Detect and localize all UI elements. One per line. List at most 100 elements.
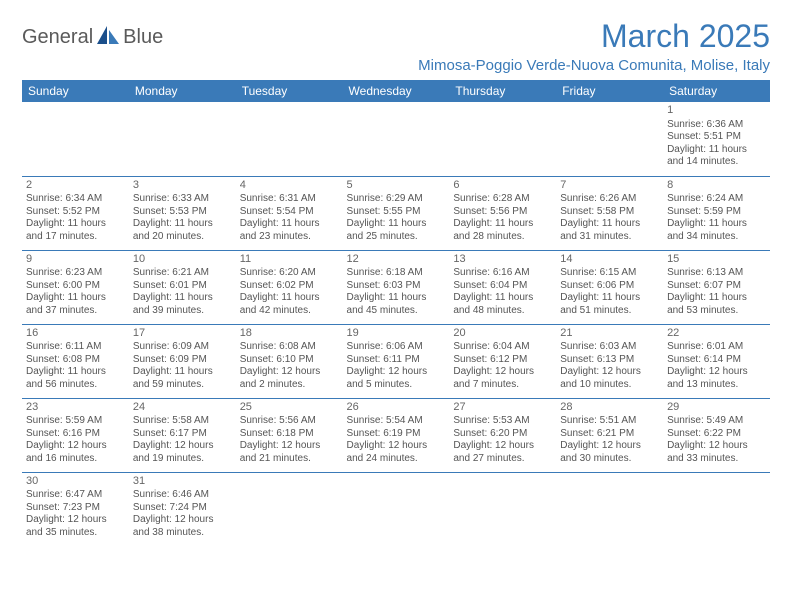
calendar-cell: 8Sunrise: 6:24 AMSunset: 5:59 PMDaylight… (663, 176, 770, 250)
day-number: 16 (26, 327, 125, 341)
sunrise-text: Sunrise: 5:49 AM (667, 415, 766, 428)
sunrise-text: Sunrise: 6:13 AM (667, 267, 766, 280)
sunset-text: Sunset: 6:04 PM (453, 280, 552, 293)
daylight-text: Daylight: 11 hours and 37 minutes. (26, 292, 125, 317)
daylight-text: Daylight: 11 hours and 48 minutes. (453, 292, 552, 317)
location-subtitle: Mimosa-Poggio Verde-Nuova Comunita, Moli… (418, 57, 770, 74)
day-number: 13 (453, 253, 552, 267)
calendar-cell: 24Sunrise: 5:58 AMSunset: 6:17 PMDayligh… (129, 398, 236, 472)
sunrise-text: Sunrise: 6:15 AM (560, 267, 659, 280)
day-number: 15 (667, 253, 766, 267)
calendar-cell: 4Sunrise: 6:31 AMSunset: 5:54 PMDaylight… (236, 176, 343, 250)
header: General Blue March 2025 Mimosa-Poggio Ve… (22, 18, 770, 74)
calendar-cell: 15Sunrise: 6:13 AMSunset: 6:07 PMDayligh… (663, 250, 770, 324)
daylight-text: Daylight: 11 hours and 53 minutes. (667, 292, 766, 317)
calendar-cell: 12Sunrise: 6:18 AMSunset: 6:03 PMDayligh… (343, 250, 450, 324)
calendar-cell (449, 472, 556, 546)
day-header: Monday (129, 80, 236, 102)
day-number: 11 (240, 253, 339, 267)
day-number: 20 (453, 327, 552, 341)
calendar-week-row: 23Sunrise: 5:59 AMSunset: 6:16 PMDayligh… (22, 398, 770, 472)
daylight-text: Daylight: 11 hours and 14 minutes. (667, 144, 766, 169)
sunrise-text: Sunrise: 6:06 AM (347, 341, 446, 354)
sunrise-text: Sunrise: 5:56 AM (240, 415, 339, 428)
daylight-text: Daylight: 11 hours and 28 minutes. (453, 218, 552, 243)
day-number: 18 (240, 327, 339, 341)
sunset-text: Sunset: 6:17 PM (133, 428, 232, 441)
calendar-cell (556, 102, 663, 176)
sunrise-text: Sunrise: 6:08 AM (240, 341, 339, 354)
calendar-cell: 29Sunrise: 5:49 AMSunset: 6:22 PMDayligh… (663, 398, 770, 472)
calendar-cell: 31Sunrise: 6:46 AMSunset: 7:24 PMDayligh… (129, 472, 236, 546)
sail-icon (95, 24, 121, 51)
calendar-cell (449, 102, 556, 176)
daylight-text: Daylight: 11 hours and 25 minutes. (347, 218, 446, 243)
calendar-cell: 30Sunrise: 6:47 AMSunset: 7:23 PMDayligh… (22, 472, 129, 546)
sunset-text: Sunset: 5:56 PM (453, 206, 552, 219)
sunrise-text: Sunrise: 6:18 AM (347, 267, 446, 280)
day-header-row: Sunday Monday Tuesday Wednesday Thursday… (22, 80, 770, 102)
day-number: 24 (133, 401, 232, 415)
sunset-text: Sunset: 5:51 PM (667, 131, 766, 144)
sunset-text: Sunset: 6:07 PM (667, 280, 766, 293)
calendar-cell: 3Sunrise: 6:33 AMSunset: 5:53 PMDaylight… (129, 176, 236, 250)
sunset-text: Sunset: 5:58 PM (560, 206, 659, 219)
sunset-text: Sunset: 6:06 PM (560, 280, 659, 293)
sunrise-text: Sunrise: 6:09 AM (133, 341, 232, 354)
daylight-text: Daylight: 12 hours and 27 minutes. (453, 440, 552, 465)
day-number: 26 (347, 401, 446, 415)
day-number: 29 (667, 401, 766, 415)
day-number: 7 (560, 179, 659, 193)
daylight-text: Daylight: 11 hours and 23 minutes. (240, 218, 339, 243)
sunset-text: Sunset: 6:00 PM (26, 280, 125, 293)
calendar-table: Sunday Monday Tuesday Wednesday Thursday… (22, 80, 770, 546)
sunrise-text: Sunrise: 6:28 AM (453, 193, 552, 206)
logo-text-b: Blue (123, 26, 163, 49)
daylight-text: Daylight: 12 hours and 10 minutes. (560, 366, 659, 391)
title-block: March 2025 Mimosa-Poggio Verde-Nuova Com… (418, 18, 770, 74)
sunrise-text: Sunrise: 6:23 AM (26, 267, 125, 280)
daylight-text: Daylight: 11 hours and 56 minutes. (26, 366, 125, 391)
day-number: 12 (347, 253, 446, 267)
sunrise-text: Sunrise: 6:33 AM (133, 193, 232, 206)
calendar-cell: 11Sunrise: 6:20 AMSunset: 6:02 PMDayligh… (236, 250, 343, 324)
sunset-text: Sunset: 7:24 PM (133, 502, 232, 515)
day-number: 31 (133, 475, 232, 489)
sunset-text: Sunset: 5:54 PM (240, 206, 339, 219)
daylight-text: Daylight: 12 hours and 24 minutes. (347, 440, 446, 465)
day-number: 27 (453, 401, 552, 415)
daylight-text: Daylight: 11 hours and 51 minutes. (560, 292, 659, 317)
sunset-text: Sunset: 6:16 PM (26, 428, 125, 441)
calendar-week-row: 9Sunrise: 6:23 AMSunset: 6:00 PMDaylight… (22, 250, 770, 324)
calendar-cell: 9Sunrise: 6:23 AMSunset: 6:00 PMDaylight… (22, 250, 129, 324)
day-number: 6 (453, 179, 552, 193)
sunrise-text: Sunrise: 5:54 AM (347, 415, 446, 428)
calendar-cell: 25Sunrise: 5:56 AMSunset: 6:18 PMDayligh… (236, 398, 343, 472)
sunrise-text: Sunrise: 6:24 AM (667, 193, 766, 206)
day-header: Sunday (22, 80, 129, 102)
sunset-text: Sunset: 6:10 PM (240, 354, 339, 367)
daylight-text: Daylight: 12 hours and 7 minutes. (453, 366, 552, 391)
daylight-text: Daylight: 11 hours and 59 minutes. (133, 366, 232, 391)
daylight-text: Daylight: 12 hours and 2 minutes. (240, 366, 339, 391)
daylight-text: Daylight: 12 hours and 19 minutes. (133, 440, 232, 465)
calendar-cell: 20Sunrise: 6:04 AMSunset: 6:12 PMDayligh… (449, 324, 556, 398)
sunrise-text: Sunrise: 6:11 AM (26, 341, 125, 354)
daylight-text: Daylight: 12 hours and 21 minutes. (240, 440, 339, 465)
sunset-text: Sunset: 5:53 PM (133, 206, 232, 219)
sunrise-text: Sunrise: 6:21 AM (133, 267, 232, 280)
day-header: Thursday (449, 80, 556, 102)
daylight-text: Daylight: 12 hours and 33 minutes. (667, 440, 766, 465)
sunrise-text: Sunrise: 6:36 AM (667, 119, 766, 132)
day-header: Wednesday (343, 80, 450, 102)
sunset-text: Sunset: 6:08 PM (26, 354, 125, 367)
logo-text-a: General (22, 26, 93, 49)
day-number: 17 (133, 327, 232, 341)
sunset-text: Sunset: 7:23 PM (26, 502, 125, 515)
calendar-cell: 1Sunrise: 6:36 AMSunset: 5:51 PMDaylight… (663, 102, 770, 176)
day-header: Tuesday (236, 80, 343, 102)
sunset-text: Sunset: 6:12 PM (453, 354, 552, 367)
daylight-text: Daylight: 12 hours and 30 minutes. (560, 440, 659, 465)
day-header: Friday (556, 80, 663, 102)
day-number: 4 (240, 179, 339, 193)
